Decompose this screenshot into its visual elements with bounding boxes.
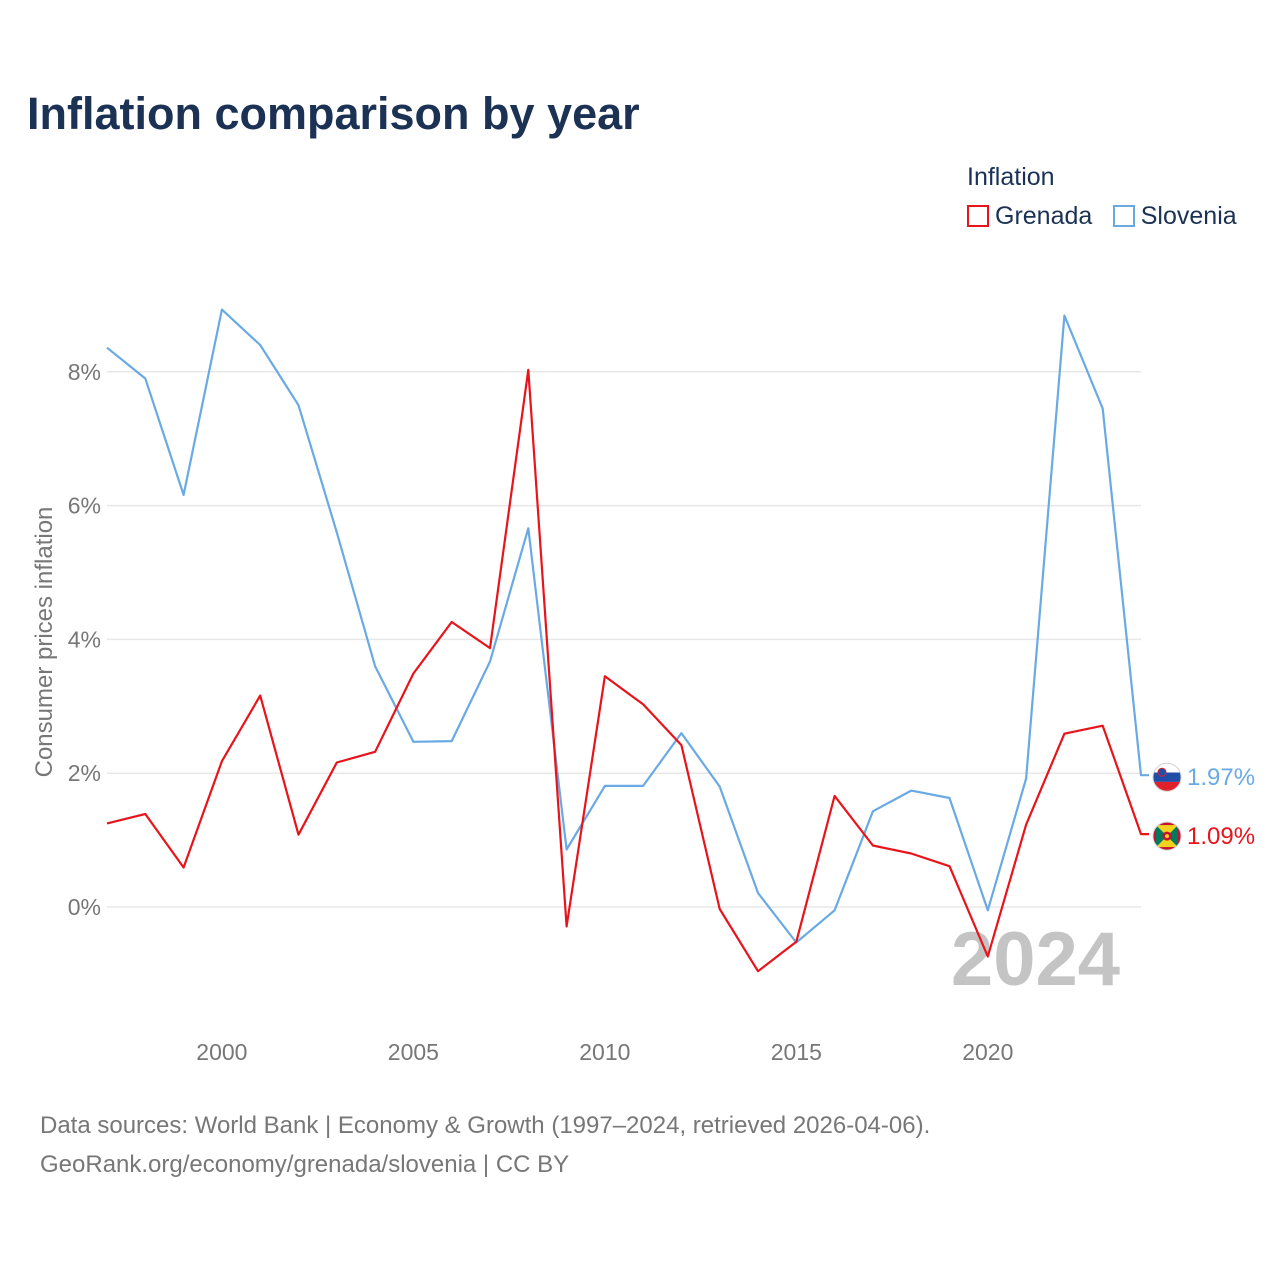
x-tick-label: 2015 [771, 1039, 822, 1065]
footer-sources: Data sources: World Bank | Economy & Gro… [40, 1112, 931, 1139]
legend-swatch-grenada [967, 205, 989, 227]
flag-green-left [1156, 825, 1167, 848]
legend-swatch-slovenia [1112, 205, 1135, 227]
flag-center-star [1165, 834, 1169, 839]
grid-lines [107, 371, 1141, 908]
year-watermark: 2024 [951, 917, 1120, 1002]
flag-stripe-white [1153, 763, 1181, 773]
legend-label-slovenia: Slovenia [1140, 202, 1237, 230]
flag-stripe-blue [1153, 772, 1181, 782]
series-line-slovenia [106, 308, 1149, 944]
line-chart: 0% 2% 4% 6% 8% 2000 2005 2010 2015 2020 Consumer… [31, 308, 1255, 1065]
legend-item-grenada[interactable]: Grenada [967, 202, 1092, 231]
x-tick-label: 2020 [962, 1039, 1013, 1065]
y-tick-label: 6% [68, 493, 101, 519]
flag-crest [1157, 767, 1167, 777]
y-tick-label: 0% [68, 894, 101, 920]
flag-grenada-icon [1152, 821, 1182, 851]
flag-stripes [1153, 763, 1181, 792]
footer: Data sources: World Bank | Economy & Gro… [40, 1106, 930, 1184]
legend-item-slovenia[interactable]: Slovenia [1112, 202, 1237, 231]
end-value-label-grenada: 1.09% [1187, 823, 1255, 850]
series-end-labels: 1.09% 1.97% [1152, 762, 1255, 851]
flag-outline [1152, 821, 1182, 851]
flag-outline [1152, 762, 1182, 792]
series-line-grenada [106, 368, 1149, 973]
flag-field [1153, 822, 1181, 851]
end-value-label-slovenia: 1.97% [1187, 764, 1255, 791]
chart-title: Inflation comparison by year [27, 88, 640, 139]
flag-green-right [1167, 825, 1178, 848]
x-tick-label: 2005 [388, 1039, 439, 1065]
legend-label-grenada: Grenada [995, 202, 1093, 230]
flag-slovenia-icon [1152, 762, 1182, 792]
y-tick-label: 2% [68, 760, 101, 786]
flag-stripe-red [1153, 781, 1181, 792]
x-tick-label: 2010 [579, 1039, 630, 1065]
y-axis-label: Consumer prices inflation [31, 507, 58, 778]
legend: Inflation Grenada Slovenia [967, 163, 1237, 231]
x-tick-label: 2000 [196, 1039, 247, 1065]
y-tick-label: 4% [68, 626, 101, 652]
legend-title: Inflation [967, 163, 1055, 191]
y-axis-ticks: 0% 2% 4% 6% 8% [68, 359, 101, 920]
y-tick-label: 8% [68, 359, 101, 385]
series-lines [106, 308, 1149, 973]
footer-attribution[interactable]: GeoRank.org/economy/grenada/slovenia | C… [40, 1151, 570, 1178]
x-axis-ticks: 2000 2005 2010 2015 2020 [196, 1039, 1013, 1065]
